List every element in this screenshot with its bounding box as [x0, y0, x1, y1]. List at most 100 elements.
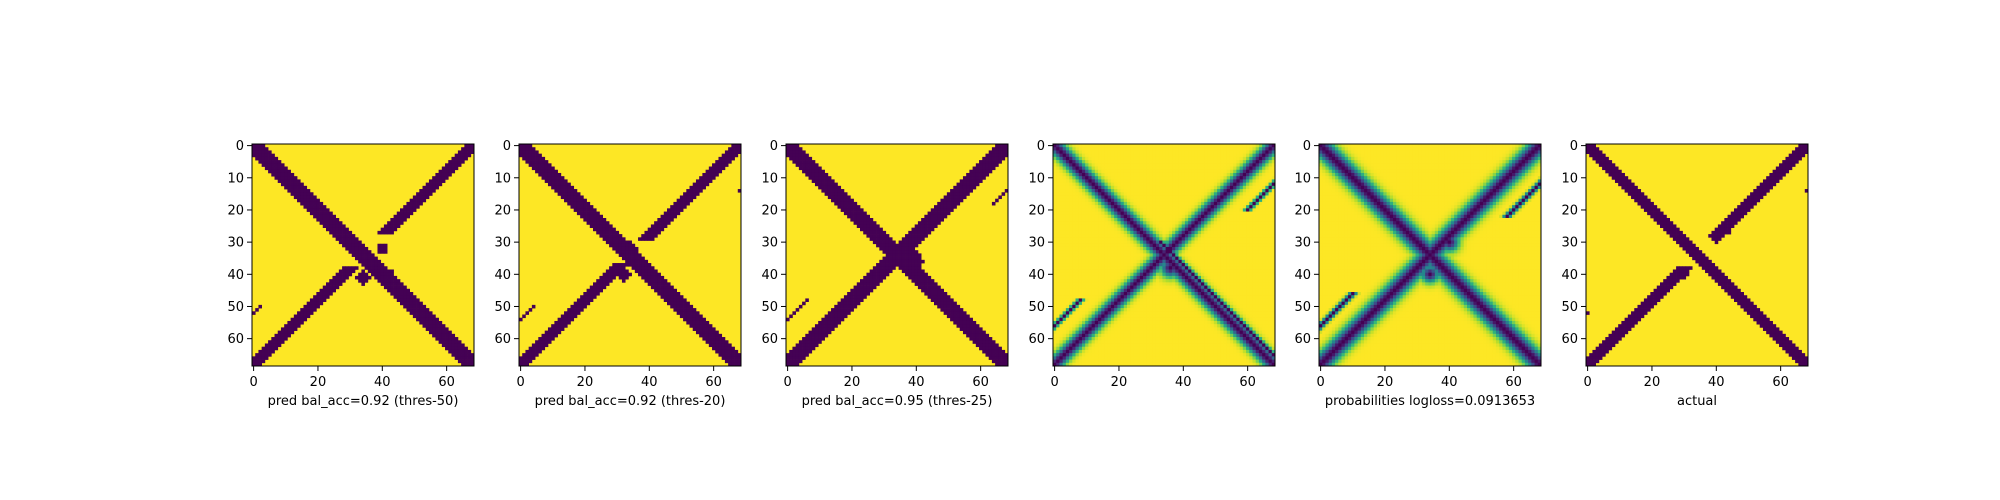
heatmap-cell	[950, 308, 954, 312]
heatmap-cell	[1265, 211, 1269, 216]
heatmap-cell	[1085, 218, 1089, 222]
heatmap-cell	[551, 337, 555, 341]
heatmap-cell	[1194, 221, 1199, 225]
heatmap-cell	[834, 201, 838, 206]
heatmap-cell	[422, 320, 427, 325]
heatmap-cell	[985, 346, 990, 351]
heatmap-cell	[271, 169, 275, 174]
heatmap-cell	[879, 227, 883, 232]
heatmap-cell	[612, 275, 616, 280]
heatmap-cell	[905, 250, 909, 254]
heatmap-cell	[564, 314, 568, 319]
heatmap-cell	[805, 166, 809, 171]
heatmap-cell	[374, 259, 378, 264]
heatmap-cell	[856, 298, 861, 302]
heatmap-cell	[991, 349, 996, 354]
heatmap-cell	[821, 172, 825, 177]
heatmap-cell	[625, 259, 629, 264]
heatmap-cell	[348, 246, 353, 251]
heatmap-cell	[943, 201, 948, 206]
heatmap-cell	[609, 243, 613, 248]
heatmap-cell	[1181, 198, 1186, 203]
heatmap-cell	[416, 311, 420, 315]
heatmap-cell	[1117, 179, 1121, 183]
heatmap-cell	[1085, 237, 1089, 241]
heatmap-cell	[1184, 163, 1189, 167]
heatmap-cell	[551, 327, 555, 331]
heatmap-cell	[432, 176, 436, 180]
heatmap-cell	[380, 272, 385, 277]
heatmap-cell	[1133, 172, 1137, 177]
heatmap-cell	[901, 269, 906, 274]
heatmap-cell	[1117, 237, 1121, 241]
heatmap-cell	[374, 269, 378, 274]
heatmap-cell	[869, 230, 874, 235]
heatmap-cell	[1246, 205, 1250, 209]
heatmap-cell	[319, 218, 324, 222]
heatmap-cell	[1130, 192, 1134, 196]
heatmap-cell	[605, 240, 610, 245]
heatmap-cell	[554, 189, 558, 193]
heatmap-cell	[1127, 211, 1131, 216]
y-tick-label: 50	[494, 300, 511, 315]
heatmap-cell	[811, 166, 816, 171]
heatmap-cell	[1127, 230, 1131, 235]
heatmap-cell	[708, 166, 713, 171]
heatmap-cell	[814, 163, 819, 167]
heatmap-cell	[1001, 353, 1006, 357]
heatmap-cell	[821, 324, 825, 328]
heatmap-cell	[264, 147, 269, 151]
heatmap-cell	[1201, 211, 1205, 216]
heatmap-cell	[255, 362, 259, 367]
heatmap-cell	[1262, 176, 1266, 180]
heatmap-cell	[1085, 208, 1089, 212]
heatmap-cell	[950, 192, 954, 196]
heatmap-cell	[888, 266, 893, 270]
heatmap-cell	[962, 185, 967, 190]
heatmap-cell	[261, 356, 266, 360]
heatmap-cell	[1210, 195, 1215, 200]
heatmap-cell	[1078, 166, 1083, 171]
heatmap-cell	[1078, 144, 1083, 148]
heatmap-cell	[1188, 250, 1192, 254]
heatmap-cell	[625, 272, 629, 277]
heatmap-cell	[367, 250, 372, 254]
heatmap-cell	[1236, 234, 1240, 238]
heatmap-cell	[1204, 243, 1208, 248]
heatmap-cell	[1094, 185, 1099, 190]
heatmap-cell	[1149, 182, 1154, 187]
heatmap-cell	[647, 234, 652, 238]
heatmap-cell	[821, 176, 825, 180]
heatmap-cell	[1159, 230, 1163, 235]
heatmap-cell	[1268, 147, 1273, 151]
heatmap-cell	[547, 163, 552, 167]
heatmap-cell	[1236, 224, 1240, 228]
heatmap-cell	[268, 153, 272, 158]
heatmap-cell	[650, 227, 655, 232]
heatmap-cell	[1094, 221, 1099, 225]
heatmap-cell	[1110, 237, 1115, 241]
heatmap-cell	[412, 314, 417, 319]
heatmap-cell	[847, 208, 851, 212]
heatmap-cell	[827, 314, 832, 319]
heatmap-cell	[1175, 205, 1179, 209]
heatmap-cell	[988, 340, 993, 344]
heatmap-cell	[866, 292, 870, 296]
heatmap-cell	[1056, 227, 1060, 232]
heatmap-cell	[567, 201, 571, 206]
heatmap-cell	[1210, 214, 1215, 219]
heatmap-cell	[831, 185, 835, 190]
heatmap-cell	[1104, 182, 1109, 187]
heatmap-cell	[869, 221, 874, 225]
heatmap-cell	[1229, 166, 1234, 171]
heatmap-cell	[1252, 230, 1257, 235]
heatmap-cell	[1184, 201, 1189, 206]
heatmap-cell	[1229, 160, 1234, 164]
heatmap-cell	[1223, 150, 1228, 154]
heatmap-cell	[1130, 147, 1134, 151]
heatmap-cell	[1255, 156, 1260, 161]
heatmap-cell	[274, 156, 279, 161]
heatmap-cell	[924, 234, 928, 238]
heatmap-cell	[979, 333, 983, 338]
heatmap-cell	[1175, 153, 1179, 158]
